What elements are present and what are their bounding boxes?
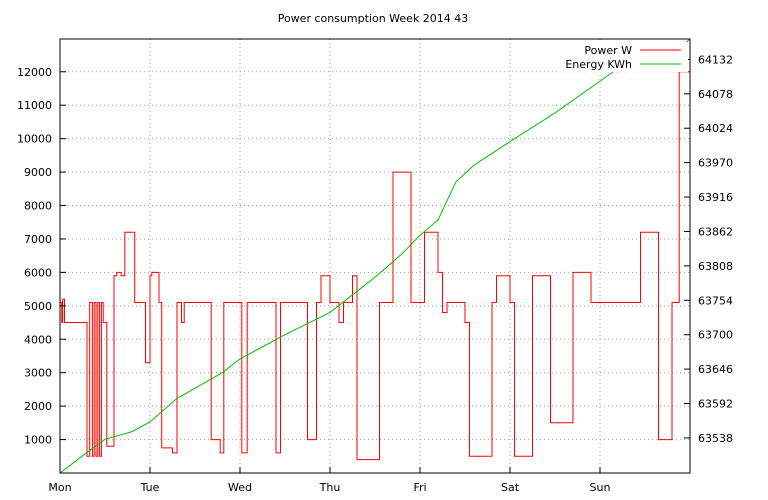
y-left-tick-label: 1000 <box>24 434 52 447</box>
y-right-tick-label: 63592 <box>698 398 733 411</box>
y-left-tick-label: 9000 <box>24 166 52 179</box>
y-left-tick-label: 8000 <box>24 200 52 213</box>
series-line-energy <box>59 38 691 474</box>
legend-background <box>560 42 688 72</box>
y-left-tick-label: 2000 <box>24 400 52 413</box>
plot-frame <box>59 38 691 474</box>
grid-layer <box>60 39 690 473</box>
series-layer <box>59 38 691 474</box>
y-right-tick-label: 63754 <box>698 294 733 307</box>
y-right-tick-label: 63970 <box>698 157 733 170</box>
axis-layer: 1000 2000 3000 4000 5000 6000 7000 8000 9000 1000… <box>17 53 733 494</box>
y-right-tick-label: 64024 <box>698 122 733 135</box>
y-left-tick-label: 11000 <box>17 99 52 112</box>
x-tick-label: Fri <box>413 481 426 494</box>
series-line-power <box>60 71 690 461</box>
y-right-tick-label: 63916 <box>698 191 733 204</box>
y-right-tick-label: 64078 <box>698 88 733 101</box>
y-left-tick-label: 4000 <box>24 333 52 346</box>
y-right-tick-label: 64132 <box>698 53 733 66</box>
y-right-tick-label: 63646 <box>698 363 733 376</box>
x-tick-label: Sat <box>501 481 520 494</box>
x-tick-label: Tue <box>140 481 160 494</box>
y-left-tick-label: 10000 <box>17 133 52 146</box>
legend: Power W Energy KWh <box>560 42 688 72</box>
y-left-tick-label: 6000 <box>24 266 52 279</box>
y-left-tick-label: 12000 <box>17 66 52 79</box>
x-tick-label: Thu <box>319 481 341 494</box>
y-left-tick-label: 5000 <box>24 300 52 313</box>
y-right-tick-label: 63862 <box>698 225 733 238</box>
legend-label-energy: Energy KWh <box>565 58 632 71</box>
y-right-tick-label: 63538 <box>698 432 733 445</box>
y-right-tick-label: 63808 <box>698 260 733 273</box>
x-tick-label: Wed <box>228 481 252 494</box>
x-tick-label: Mon <box>48 481 71 494</box>
y-right-tick-label: 63700 <box>698 329 733 342</box>
y-left-tick-label: 7000 <box>24 233 52 246</box>
x-tick-label: Sun <box>590 481 611 494</box>
y-left-tick-label: 3000 <box>24 367 52 380</box>
legend-label-power: Power W <box>584 44 632 57</box>
chart-title: Power consumption Week 2014 43 <box>278 12 469 25</box>
